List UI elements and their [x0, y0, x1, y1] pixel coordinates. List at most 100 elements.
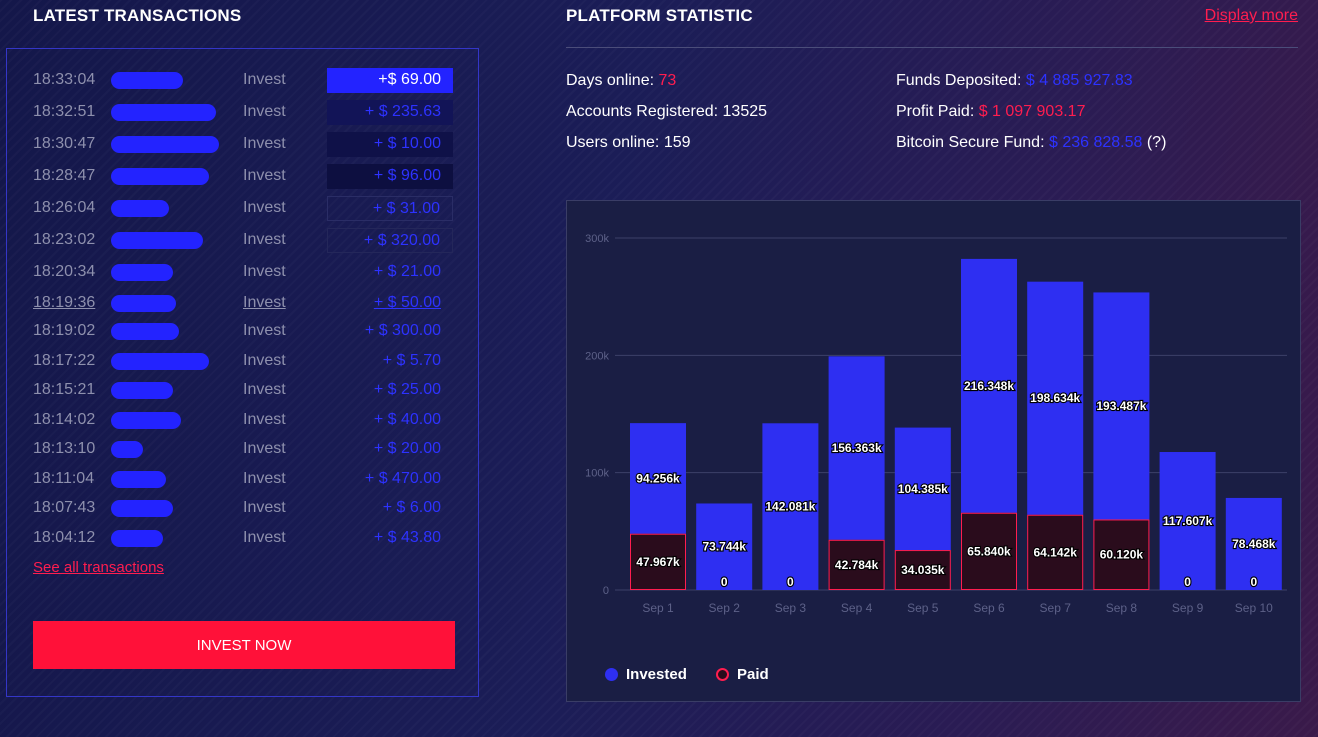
legend-invested-label: Invested [626, 666, 687, 683]
transaction-time: 18:07:43 [33, 499, 96, 516]
transaction-time: 18:13:10 [33, 440, 96, 457]
transaction-amount: + $ 43.80 [373, 529, 441, 546]
x-tick-label: Sep 1 [642, 601, 674, 615]
transaction-row: 18:30:47 Invest + $ 10.00 [7, 132, 478, 157]
transaction-row: 18:17:22 Invest + $ 5.70 [7, 349, 478, 373]
transaction-type: Invest [243, 529, 286, 546]
y-tick-label: 200k [585, 350, 609, 362]
transaction-time: 18:11:04 [33, 470, 95, 487]
transaction-row: 18:04:12 Invest + $ 43.80 [7, 526, 478, 550]
data-label-paid: 0 [787, 575, 794, 589]
legend-invested-swatch [605, 668, 618, 681]
transaction-row: 18:11:04 Invest + $ 470.00 [7, 467, 478, 491]
legend-paid-swatch [716, 668, 729, 681]
bar-invested[interactable] [630, 423, 686, 534]
transaction-type: Invest [243, 470, 286, 487]
funds-deposited-stat: Funds Deposited: $ 4 885 927.83 [896, 72, 1133, 90]
bar-invested[interactable] [1027, 281, 1084, 515]
transaction-row: 18:28:47 Invest + $ 96.00 [7, 164, 478, 189]
transaction-amount: + $ 50.00 [373, 294, 441, 311]
x-tick-label: Sep 10 [1235, 601, 1273, 615]
legend-paid[interactable]: Paid [716, 666, 769, 683]
data-label-paid: 42.784k [835, 558, 879, 572]
data-label-invested: 216.348k [964, 379, 1014, 393]
transaction-time: 18:15:21 [33, 381, 96, 398]
data-label-invested: 193.487k [1096, 399, 1146, 413]
redacted-username [111, 104, 216, 121]
transaction-type: Invest [243, 263, 286, 280]
see-all-transactions-link[interactable]: See all transactions [33, 559, 164, 576]
transaction-amount: + $ 10.00 [327, 132, 453, 157]
legend-paid-label: Paid [737, 666, 769, 683]
x-tick-label: Sep 9 [1172, 601, 1204, 615]
data-label-paid: 64.142k [1034, 545, 1078, 559]
profit-paid-stat: Profit Paid: $ 1 097 903.17 [896, 103, 1085, 121]
bar-invested[interactable] [762, 423, 819, 590]
legend-invested[interactable]: Invested [605, 666, 687, 683]
transaction-amount: + $ 5.70 [382, 352, 441, 369]
redacted-username [111, 412, 181, 429]
invest-now-button[interactable]: INVEST NOW [33, 621, 455, 669]
transaction-row: 18:33:04 Invest +$ 69.00 [7, 68, 478, 93]
x-tick-label: Sep 6 [973, 601, 1005, 615]
transaction-amount: + $ 96.00 [327, 164, 453, 189]
transaction-time: 18:28:47 [33, 167, 96, 184]
transaction-type: Invest [243, 71, 286, 88]
bar-invested[interactable] [894, 427, 951, 551]
y-tick-label: 100k [585, 468, 609, 480]
redacted-username [111, 471, 166, 488]
transaction-type: Invest [243, 135, 286, 152]
bar-paid[interactable] [961, 512, 1017, 591]
transaction-time: 18:20:34 [33, 263, 96, 280]
transaction-row: 18:07:43 Invest + $ 6.00 [7, 496, 478, 520]
transaction-row[interactable]: 18:19:36 Invest + $ 50.00 [7, 291, 478, 315]
bar-invested[interactable] [696, 503, 753, 590]
bar-invested[interactable] [1225, 497, 1282, 590]
redacted-username [111, 264, 173, 281]
data-label-invested: 117.607k [1163, 514, 1213, 528]
bar-paid[interactable] [630, 533, 686, 590]
redacted-username [111, 500, 173, 517]
data-label-paid: 60.120k [1100, 548, 1144, 562]
bar-invested[interactable] [961, 258, 1017, 513]
data-label-paid: 65.840k [967, 544, 1011, 558]
redacted-username [111, 441, 143, 458]
bar-paid[interactable] [1093, 519, 1150, 590]
data-label-paid: 0 [1184, 575, 1191, 589]
transaction-type: Invest [243, 103, 286, 120]
transaction-type: Invest [243, 440, 286, 457]
transaction-time: 18:04:12 [33, 529, 96, 546]
bar-invested[interactable] [828, 356, 885, 540]
transaction-amount: + $ 31.00 [327, 196, 453, 221]
transaction-amount: + $ 300.00 [364, 322, 441, 339]
bitcoin-fund-help[interactable]: (?) [1142, 134, 1167, 151]
bar-paid[interactable] [1027, 514, 1084, 590]
x-tick-label: Sep 8 [1106, 601, 1138, 615]
days-online-label: Days online: [566, 72, 659, 89]
transaction-row: 18:23:02 Invest + $ 320.00 [7, 228, 478, 253]
statistics-chart: 0 100k 200k 300k 94.256k 47.967k Sep 1 73.744k 0… [566, 200, 1301, 702]
transaction-amount: + $ 21.00 [373, 263, 441, 280]
redacted-username [111, 295, 176, 312]
transaction-amount: + $ 25.00 [373, 381, 441, 398]
data-label-invested: 94.256k [636, 471, 680, 485]
x-tick-label: Sep 3 [775, 601, 807, 615]
transaction-type: Invest [243, 499, 286, 516]
funds-deposited-value: $ 4 885 927.83 [1025, 72, 1133, 89]
transaction-row: 18:32:51 Invest + $ 235.63 [7, 100, 478, 125]
funds-deposited-label: Funds Deposited: [896, 72, 1026, 89]
profit-paid-label: Profit Paid: [896, 103, 979, 120]
bitcoin-secure-fund-stat: Bitcoin Secure Fund: $ 236 828.58 (?) [896, 134, 1166, 152]
transactions-title: LATEST TRANSACTIONS [33, 6, 242, 25]
bar-paid[interactable] [828, 539, 885, 591]
redacted-username [111, 382, 173, 399]
display-more-link[interactable]: Display more [1204, 7, 1298, 24]
bar-invested[interactable] [1159, 452, 1216, 590]
y-tick-label: 0 [603, 585, 609, 597]
transaction-type: Invest [243, 199, 286, 216]
accounts-registered-stat: Accounts Registered: 13525 [566, 103, 768, 120]
chart-canvas: 0 100k 200k 300k 94.256k 47.967k Sep 1 73.744k 0… [585, 233, 1287, 615]
bar-paid[interactable] [894, 550, 951, 591]
bar-invested[interactable] [1093, 292, 1150, 520]
transaction-amount: + $ 20.00 [373, 440, 441, 457]
